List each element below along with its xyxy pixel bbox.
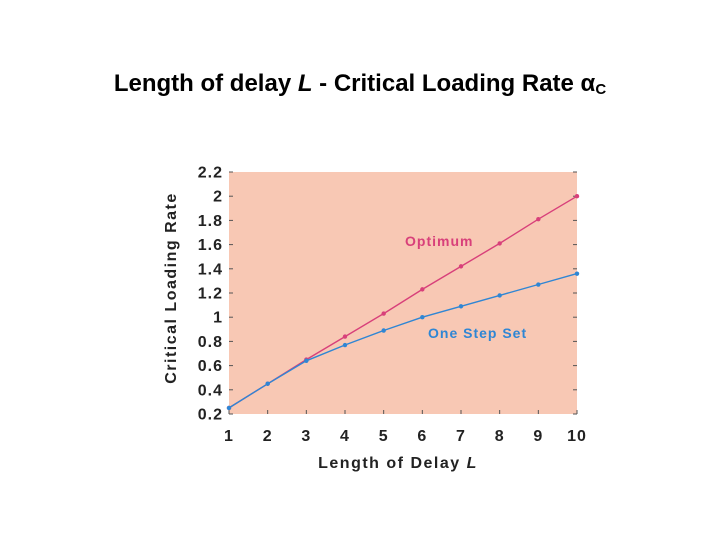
slide-title: Length of delay L - Critical Loading Rat… xyxy=(0,70,720,98)
series-point-0 xyxy=(574,194,580,199)
series-point-1 xyxy=(265,381,270,386)
x-axis-label: Length of Delay L xyxy=(318,455,478,472)
y-tick-label: 1.4 xyxy=(198,261,223,278)
series-point-1 xyxy=(226,405,232,411)
series-point-0 xyxy=(420,287,425,292)
x-tick-label: 6 xyxy=(417,428,427,445)
plot-area xyxy=(229,172,577,414)
x-tick-label: 10 xyxy=(567,428,587,445)
series-label-optimum: Optimum xyxy=(405,233,473,249)
y-tick-label: 2.2 xyxy=(198,165,223,182)
series-point-1 xyxy=(381,328,386,333)
x-axis-label-variable: L xyxy=(467,455,478,472)
x-tick-label: 3 xyxy=(301,428,311,445)
series-point-1 xyxy=(536,282,541,287)
series-point-1 xyxy=(574,271,580,276)
series-point-0 xyxy=(342,334,348,339)
y-tick-label: 0.4 xyxy=(198,382,223,399)
x-axis-label-text: Length of Delay xyxy=(318,455,466,472)
y-tick-label: 0.2 xyxy=(198,407,223,424)
y-tick-label: 0.6 xyxy=(198,358,223,375)
y-tick-label: 1 xyxy=(213,310,223,327)
series-point-1 xyxy=(420,315,425,320)
title-variable: L xyxy=(297,70,313,97)
series-point-0 xyxy=(458,264,464,269)
y-tick-label: 1.8 xyxy=(198,213,223,230)
x-tick-label: 9 xyxy=(533,428,543,445)
x-tick-label: 4 xyxy=(340,428,350,445)
series-point-1 xyxy=(458,304,464,309)
x-tick-label: 2 xyxy=(263,428,273,445)
series-point-0 xyxy=(536,216,541,222)
series-point-1 xyxy=(497,293,502,298)
y-tick-label: 2 xyxy=(213,189,223,206)
title-prefix: Length of delay xyxy=(113,70,298,97)
y-axis: 0.2 0.4 0.6 0.8 1 1.2 1.4 1.6 1.8 2 2.2 xyxy=(198,165,577,424)
y-tick-label: 1.2 xyxy=(198,286,223,303)
series-point-0 xyxy=(381,311,386,316)
y-tick-label: 1.6 xyxy=(198,237,223,254)
x-axis: 1 2 3 4 5 6 7 8 9 10 xyxy=(224,410,587,445)
title-middle: - Critical Loading Rate α xyxy=(312,70,596,97)
series-line-1 xyxy=(228,272,578,409)
series-point-1 xyxy=(342,342,348,348)
series-point-0 xyxy=(497,241,502,246)
x-tick-label: 8 xyxy=(495,428,505,445)
x-tick-label: 7 xyxy=(456,428,466,445)
series-point-1 xyxy=(304,358,309,363)
series-label-one-step-set: One Step Set xyxy=(428,325,527,341)
series-layer xyxy=(226,194,580,411)
x-tick-label: 5 xyxy=(379,428,389,445)
y-tick-label: 0.8 xyxy=(198,334,223,351)
title-subscript: C xyxy=(595,81,607,98)
y-axis-label: Critical Loading Rate xyxy=(163,192,180,384)
x-tick-label: 1 xyxy=(224,428,234,445)
